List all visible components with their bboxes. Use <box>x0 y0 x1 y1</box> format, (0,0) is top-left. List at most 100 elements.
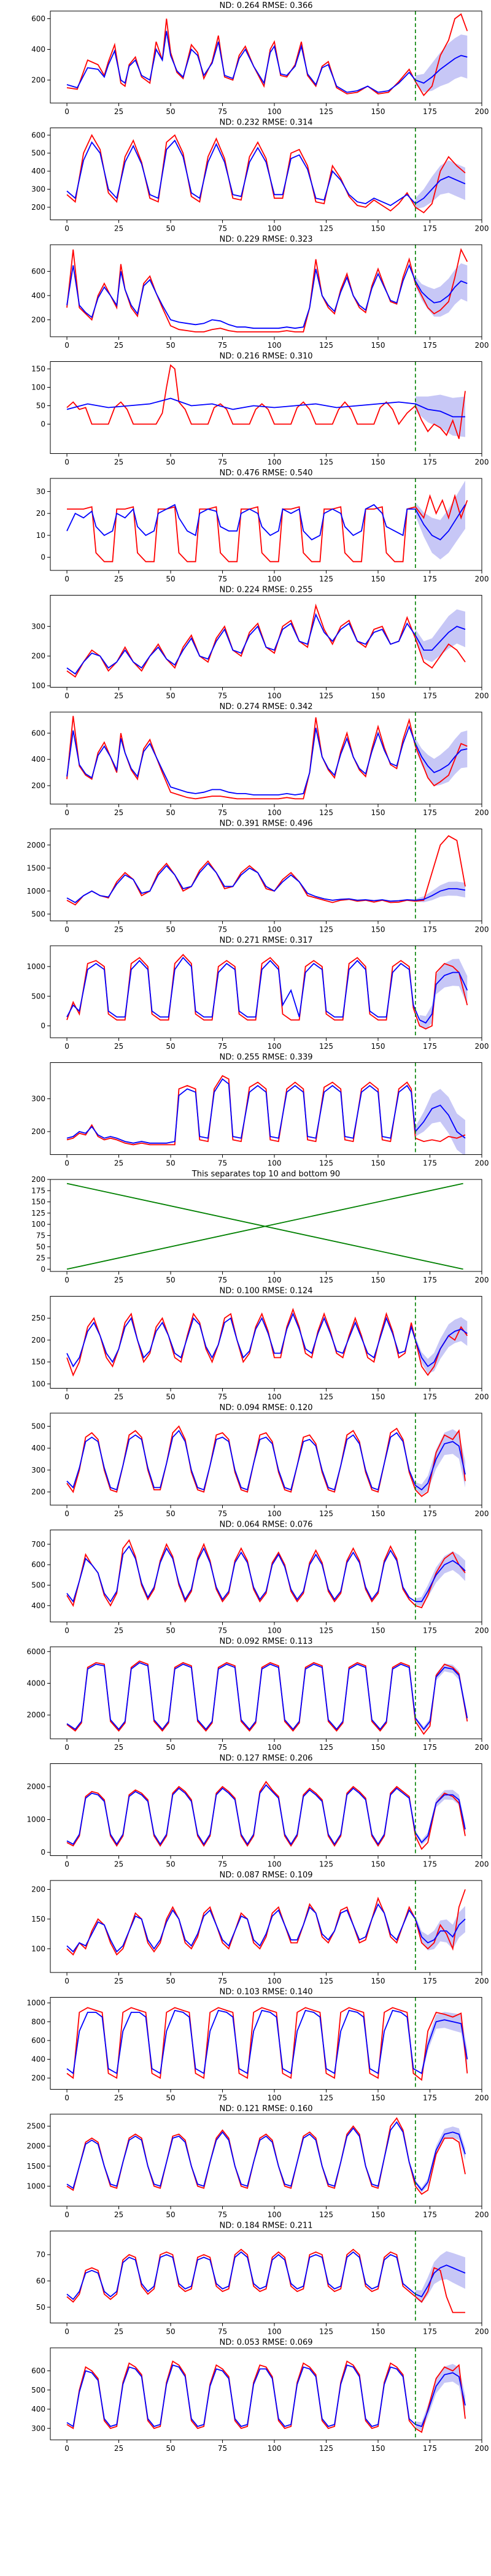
x-tick-label: 175 <box>423 575 437 583</box>
y-tick-label: 500 <box>31 2386 45 2394</box>
subplot-title: ND: 0.216 RMSE: 0.310 <box>219 352 312 361</box>
y-tick-label: 600 <box>31 2036 45 2045</box>
y-tick-label: 100 <box>31 1944 45 1953</box>
x-tick-label: 100 <box>268 1743 282 1752</box>
confidence-band <box>415 730 468 786</box>
x-tick-label: 175 <box>423 1627 437 1635</box>
y-tick-label: 200 <box>31 1336 45 1344</box>
x-tick-label: 200 <box>475 1159 489 1168</box>
predicted-series-line <box>66 139 466 207</box>
x-tick-label: 125 <box>319 808 333 817</box>
x-tick-label: 175 <box>423 926 437 934</box>
y-tick-label: 25 <box>36 1254 45 1262</box>
subplot-11: This separates top 10 and bottom 90 0 25 50… <box>31 1170 489 1284</box>
x-tick-label: 50 <box>166 1627 175 1635</box>
subplot-2: ND: 0.232 RMSE: 0.314 0 25 50 75 100 125 150 175… <box>31 118 489 233</box>
y-tick-label: 600 <box>31 729 45 737</box>
plot-area <box>66 1425 466 1497</box>
y-tick-label: 150 <box>31 1198 45 1206</box>
plot-area <box>66 1660 468 1735</box>
x-tick-label: 125 <box>319 1042 333 1051</box>
x-tick-label: 175 <box>423 1509 437 1518</box>
y-tick-label: 500 <box>31 1581 45 1590</box>
plot-area <box>66 134 466 213</box>
x-tick-label: 200 <box>475 1509 489 1518</box>
x-tick-label: 200 <box>475 1393 489 1401</box>
y-tick-label: 0 <box>41 1848 45 1857</box>
plot-area <box>66 1889 466 1956</box>
axes-frame <box>50 2114 482 2207</box>
x-tick-label: 50 <box>166 107 175 116</box>
x-tick-label: 175 <box>423 2444 437 2453</box>
x-tick-label: 25 <box>114 2444 123 2453</box>
x-tick-label: 50 <box>166 1860 175 1869</box>
x-tick-label: 75 <box>218 808 227 817</box>
y-tick-label: 700 <box>31 1540 45 1549</box>
x-tick-label: 50 <box>166 1276 175 1284</box>
actual-series-line <box>66 2007 468 2081</box>
predicted-series-line <box>66 956 468 1024</box>
y-tick-label: 1500 <box>26 2162 45 2171</box>
actual-series-line <box>66 1781 466 1850</box>
y-tick-label: 200 <box>31 1127 45 1136</box>
x-tick-label: 150 <box>371 2094 385 2103</box>
x-tick-label: 200 <box>475 1276 489 1284</box>
y-tick-label: 70 <box>36 2250 45 2259</box>
x-tick-label: 175 <box>423 1042 437 1051</box>
x-tick-label: 125 <box>319 692 333 700</box>
subplot-9: ND: 0.271 RMSE: 0.317 0 25 50 75 100 125 150 175… <box>26 936 489 1051</box>
y-tick-label: 175 <box>31 1186 45 1195</box>
axes-frame <box>50 1880 482 1973</box>
predicted-series-line <box>66 1312 468 1368</box>
x-tick-label: 0 <box>64 1276 69 1284</box>
y-tick-label: 400 <box>31 1601 45 1610</box>
predicted-series-line <box>66 1784 466 1846</box>
x-tick-label: 100 <box>268 692 282 700</box>
plot-area <box>66 480 468 562</box>
x-tick-label: 200 <box>475 2328 489 2336</box>
y-tick-label: 400 <box>31 291 45 300</box>
x-tick-label: 100 <box>268 1627 282 1635</box>
subplot-title: ND: 0.103 RMSE: 0.140 <box>219 1988 312 1997</box>
y-tick-label: 600 <box>31 2367 45 2375</box>
x-tick-label: 25 <box>114 1042 123 1051</box>
y-tick-label: 1500 <box>26 864 45 872</box>
x-tick-label: 0 <box>64 1977 69 1985</box>
confidence-band <box>415 1906 465 1950</box>
x-tick-label: 200 <box>475 2444 489 2453</box>
x-tick-label: 25 <box>114 1860 123 1869</box>
subplot-title: ND: 0.274 RMSE: 0.342 <box>219 702 312 711</box>
confidence-band <box>415 609 465 662</box>
x-tick-label: 200 <box>475 1627 489 1635</box>
subplot-title: ND: 0.092 RMSE: 0.113 <box>219 1637 312 1646</box>
plot-area <box>66 954 468 1030</box>
x-tick-label: 200 <box>475 341 489 350</box>
x-tick-label: 0 <box>64 2328 69 2336</box>
plot-area <box>66 13 468 97</box>
y-tick-label: 500 <box>31 992 45 1000</box>
x-tick-label: 50 <box>166 1509 175 1518</box>
axes-frame <box>50 128 482 220</box>
axes-frame <box>50 1296 482 1389</box>
x-tick-label: 50 <box>166 1042 175 1051</box>
y-tick-label: 500 <box>31 149 45 158</box>
x-tick-label: 0 <box>64 1509 69 1518</box>
x-tick-label: 125 <box>319 458 333 467</box>
x-tick-label: 200 <box>475 926 489 934</box>
y-tick-label: 600 <box>31 1560 45 1569</box>
x-tick-label: 100 <box>268 2444 282 2453</box>
y-tick-label: 100 <box>31 383 45 392</box>
x-tick-label: 0 <box>64 458 69 467</box>
predicted-series-line <box>66 862 466 903</box>
confidence-band <box>415 34 468 93</box>
predicted-series-line <box>66 2364 466 2428</box>
x-tick-label: 0 <box>64 1393 69 1401</box>
y-tick-label: 125 <box>31 1209 45 1217</box>
subplot-title: ND: 0.229 RMSE: 0.323 <box>219 235 312 244</box>
axes-frame <box>50 10 482 104</box>
y-tick-label: 200 <box>31 1488 45 1497</box>
x-tick-label: 175 <box>423 341 437 350</box>
x-tick-label: 75 <box>218 1042 227 1051</box>
y-tick-label: 150 <box>31 365 45 374</box>
axes-frame <box>50 361 482 454</box>
